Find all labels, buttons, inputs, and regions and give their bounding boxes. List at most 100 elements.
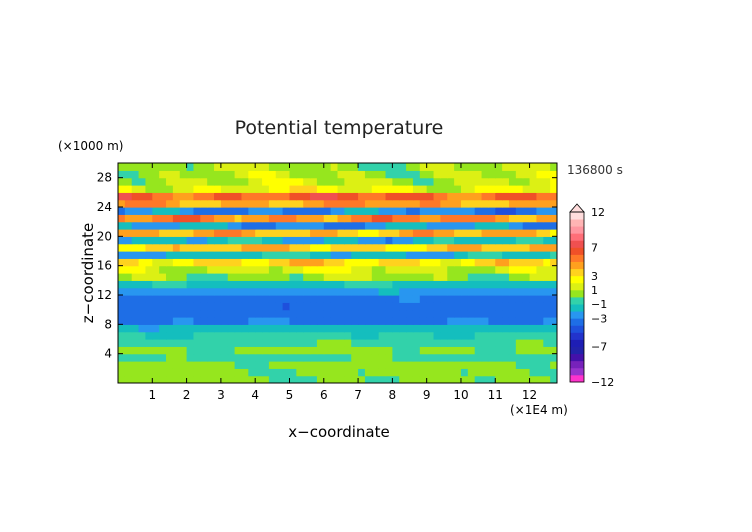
heatmap-cell (227, 324, 236, 333)
heatmap-cell (330, 221, 339, 230)
heatmap-cell (502, 207, 510, 215)
heatmap-cell (399, 207, 407, 215)
heatmap-cell (515, 199, 524, 208)
heatmap-cell (399, 163, 407, 171)
heatmap-cell (508, 375, 517, 383)
heatmap-cell (275, 170, 284, 179)
heatmap-cell (303, 229, 311, 237)
heatmap-cell (529, 375, 538, 383)
heatmap-cell (399, 214, 407, 223)
heatmap-cell (268, 185, 277, 193)
heatmap-cell (166, 331, 174, 340)
heatmap-cell (303, 185, 311, 193)
heatmap-cell (550, 361, 557, 369)
heatmap-cell (364, 295, 373, 303)
heatmap-cell (275, 265, 284, 274)
heatmap-cell (481, 353, 490, 362)
heatmap-cell (515, 221, 524, 230)
heatmap-cell (495, 251, 503, 259)
heatmap-cell (248, 251, 256, 259)
heatmap-cell (344, 221, 352, 230)
heatmap-cell (323, 177, 332, 186)
heatmap-cell (138, 287, 147, 296)
heatmap-cell (344, 214, 352, 223)
heatmap-cell (159, 295, 167, 303)
heatmap-cell (543, 236, 551, 245)
heatmap-cell (275, 353, 284, 362)
heatmap-cell (166, 375, 174, 383)
heatmap-cell (296, 170, 304, 179)
heatmap-cell (179, 170, 188, 179)
heatmap-cell (323, 236, 332, 245)
heatmap-cell (220, 236, 229, 245)
heatmap-cell (337, 317, 345, 325)
heatmap-cell (351, 236, 359, 245)
heatmap-cell (440, 287, 448, 296)
heatmap-cell (474, 221, 483, 230)
heatmap-cell (344, 339, 352, 347)
heatmap-cell (392, 207, 400, 215)
heatmap-cell (220, 317, 229, 325)
heatmap-cell (124, 177, 133, 186)
heatmap-cell (433, 251, 441, 259)
heatmap-cell (118, 346, 126, 355)
heatmap-cell (412, 324, 421, 333)
heatmap-cell (214, 199, 222, 208)
heatmap-cell (186, 265, 195, 274)
heatmap-cell (364, 280, 373, 289)
heatmap-cell (412, 361, 421, 369)
heatmap-cell (330, 375, 339, 383)
heatmap-cell (406, 199, 414, 208)
heatmap-cell (406, 192, 414, 201)
heatmap-cell (330, 177, 339, 186)
heatmap-cell (412, 163, 421, 171)
heatmap-cell (454, 251, 462, 259)
heatmap-cell (392, 214, 400, 223)
heatmap-cell (488, 236, 496, 245)
heatmap-cell (522, 280, 531, 289)
heatmap-cell (145, 331, 153, 340)
heatmap-cell (474, 368, 483, 377)
heatmap-cell (179, 368, 188, 377)
heatmap-cell (316, 265, 325, 274)
heatmap-cell (460, 243, 469, 252)
heatmap-cell (440, 273, 448, 281)
heatmap-cell (385, 163, 393, 171)
heatmap-cell (536, 302, 544, 311)
heatmap-cell (550, 177, 557, 186)
heatmap-cell (207, 221, 215, 230)
heatmap-cell (248, 229, 256, 237)
heatmap-cell (152, 317, 160, 325)
heatmap-cell (460, 346, 469, 355)
heatmap-cell (481, 361, 490, 369)
heatmap-cell (515, 229, 524, 237)
heatmap-cell (227, 361, 236, 369)
heatmap-cell (412, 368, 421, 377)
heatmap-cell (296, 258, 304, 267)
heatmap-cell (488, 258, 496, 267)
heatmap-cell (543, 353, 551, 362)
heatmap-cell (454, 302, 462, 311)
heatmap-cell (399, 265, 407, 274)
heatmap-cell (200, 236, 208, 245)
heatmap-cell (303, 207, 311, 215)
heatmap-cell (378, 229, 387, 237)
heatmap-cell (145, 280, 153, 289)
heatmap-cell (186, 317, 195, 325)
heatmap-cell (296, 236, 304, 245)
heatmap-cell (330, 163, 339, 171)
heatmap-cell (330, 258, 339, 267)
heatmap-cell (159, 361, 167, 369)
heatmap-cell (502, 331, 510, 340)
heatmap-cell (543, 280, 551, 289)
y-tick-label: 28 (97, 171, 112, 185)
heatmap-cell (351, 170, 359, 179)
heatmap-cell (481, 375, 490, 383)
heatmap-cell (145, 368, 153, 377)
heatmap-cell (227, 309, 236, 318)
heatmap-cell (186, 346, 195, 355)
heatmap-cell (145, 324, 153, 333)
heatmap-cell (138, 243, 147, 252)
heatmap-cell (488, 273, 496, 281)
